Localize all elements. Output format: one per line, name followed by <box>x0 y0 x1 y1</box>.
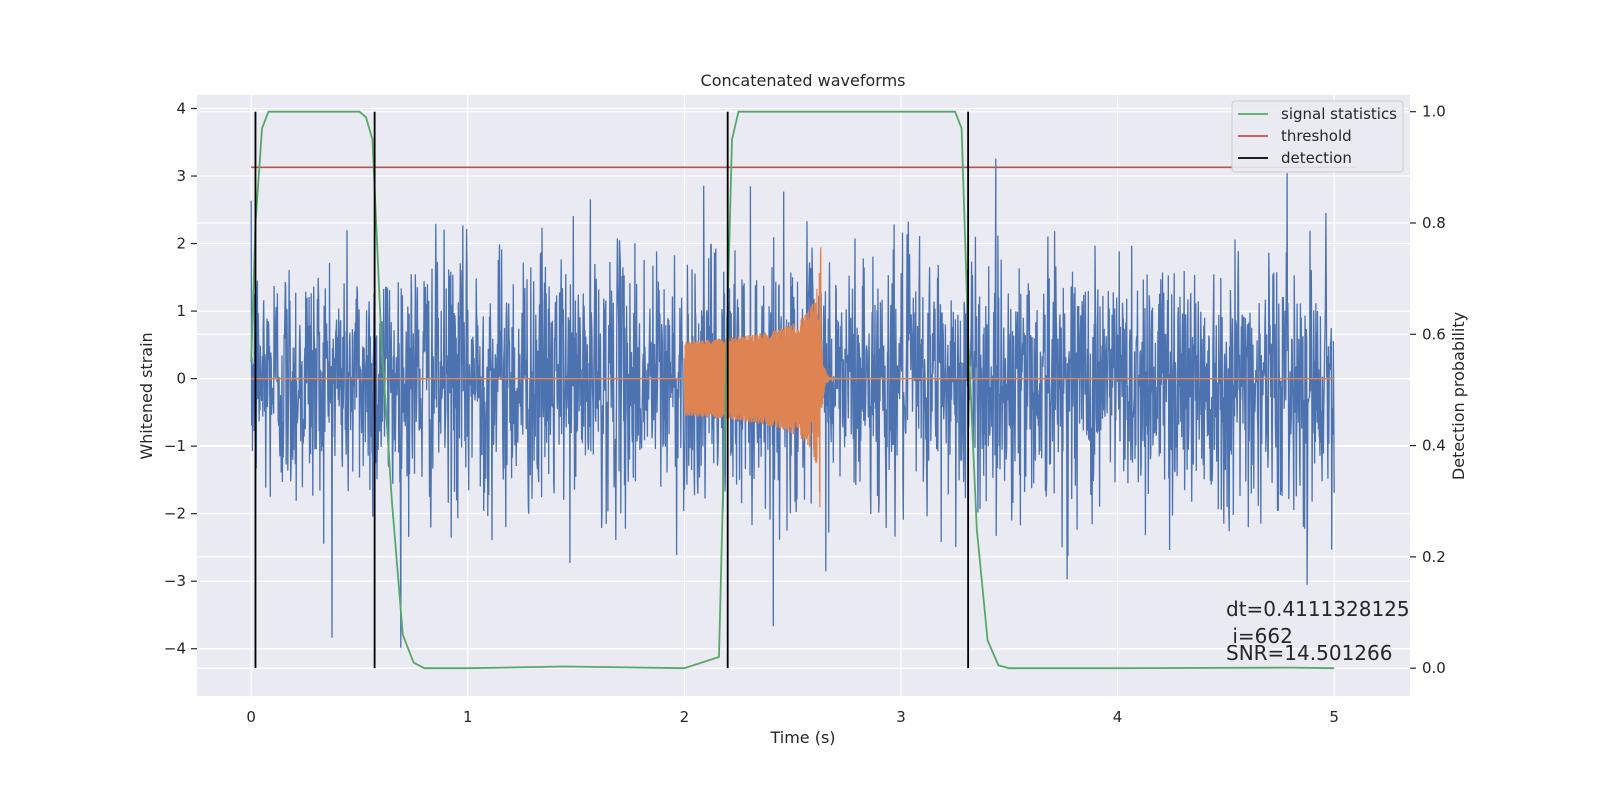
y-tick-label: 3 <box>176 167 186 185</box>
legend-label-detection: detection <box>1281 149 1352 167</box>
y-right-tick-label: 1.0 <box>1422 103 1446 121</box>
data-layer <box>250 110 1356 670</box>
y-right-tick-label: 0.6 <box>1422 325 1446 343</box>
x-tick-label: 0 <box>246 708 256 726</box>
axes-layer: 0 1 2 3 4 5 −4 −3 −2 −1 0 1 2 3 4 0.0 0.2 0.4 0.6 0.8 1.0 <box>164 100 1446 726</box>
legend-label-signal-statistics: signal statistics <box>1281 105 1397 123</box>
y-right-tick-label: 0.2 <box>1422 548 1446 566</box>
legend: signal statistics threshold detection <box>1231 100 1404 173</box>
annotation-i: i=662 <box>1226 624 1293 648</box>
y-tick-label: −1 <box>164 437 186 455</box>
y-tick-label: −3 <box>164 572 186 590</box>
x-tick-label: 3 <box>896 708 906 726</box>
annotation-dt: dt=0.4111328125 <box>1226 597 1410 621</box>
y-axis-label: Whitened strain <box>137 332 156 459</box>
y-tick-label: 1 <box>176 302 186 320</box>
y-tick-label: −4 <box>164 640 186 658</box>
y-tick-label: 4 <box>176 100 186 118</box>
x-tick-label: 5 <box>1329 708 1339 726</box>
legend-label-threshold: threshold <box>1281 127 1352 145</box>
y-right-tick-label: 0.8 <box>1422 214 1446 232</box>
series-signal-statistics-line <box>250 110 1335 670</box>
x-tick-label: 2 <box>680 708 690 726</box>
chart-title: Concatenated waveforms <box>701 71 906 90</box>
series-signal-chirp <box>683 247 837 508</box>
legend-box <box>1231 100 1404 173</box>
x-tick-label: 1 <box>463 708 473 726</box>
y-tick-label: 2 <box>176 235 186 253</box>
x-tick-label: 4 <box>1113 708 1123 726</box>
x-axis-label: Time (s) <box>769 728 835 747</box>
y-tick-label: −2 <box>164 505 186 523</box>
y-axis-label-right: Detection probability <box>1449 312 1468 480</box>
annotation-snr: SNR=14.501266 <box>1226 641 1392 665</box>
y-right-tick-label: 0.4 <box>1422 437 1446 455</box>
y-right-tick-label: 0.0 <box>1422 659 1446 677</box>
y-tick-label: 0 <box>176 370 186 388</box>
